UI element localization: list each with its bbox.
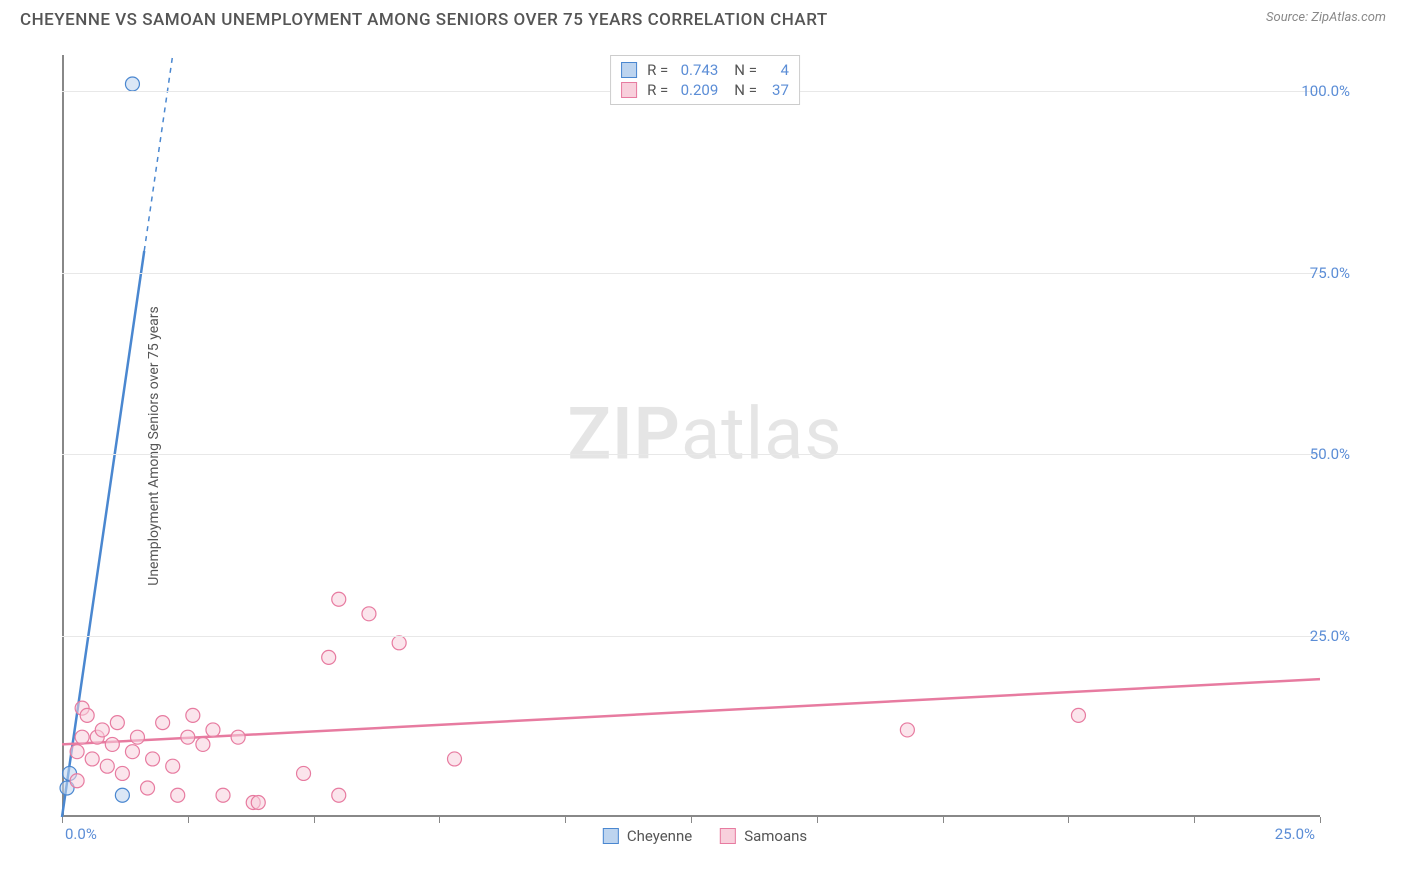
y-tick-label: 50.0% xyxy=(1310,445,1350,463)
legend-swatch xyxy=(621,62,637,78)
y-tick-label: 100.0% xyxy=(1301,82,1350,100)
data-point xyxy=(130,730,144,744)
data-point xyxy=(392,636,406,650)
x-tick xyxy=(691,817,692,823)
data-point xyxy=(146,752,160,766)
stat-n-value: 4 xyxy=(763,61,789,79)
data-point xyxy=(196,737,210,751)
chart-container: CHEYENNE VS SAMOAN UNEMPLOYMENT AMONG SE… xyxy=(0,0,1406,892)
data-point xyxy=(1071,708,1085,722)
stat-n-label: N = xyxy=(734,81,757,99)
x-tick xyxy=(565,817,566,823)
y-tick-label: 25.0% xyxy=(1310,627,1350,645)
data-point xyxy=(70,745,84,759)
x-tick xyxy=(62,817,63,823)
x-tick xyxy=(188,817,189,823)
series-legend: Cheyenne Samoans xyxy=(603,827,807,845)
data-point xyxy=(231,730,245,744)
plot-svg xyxy=(60,55,1350,845)
plot-area: ZIPatlas R =0.743N =4R =0.209N =37 25.0%… xyxy=(60,55,1350,845)
data-point xyxy=(80,708,94,722)
legend-swatch xyxy=(720,828,736,844)
chart-header: CHEYENNE VS SAMOAN UNEMPLOYMENT AMONG SE… xyxy=(0,0,1406,30)
data-point xyxy=(75,730,89,744)
data-point xyxy=(115,766,129,780)
x-tick xyxy=(817,817,818,823)
data-point xyxy=(125,745,139,759)
source-attribution: Source: ZipAtlas.com xyxy=(1266,10,1386,25)
legend-item: Cheyenne xyxy=(603,827,692,845)
legend-item: Samoans xyxy=(720,827,807,845)
stat-n-label: N = xyxy=(734,61,757,79)
data-point xyxy=(297,766,311,780)
legend-label: Samoans xyxy=(744,827,807,845)
data-point xyxy=(70,774,84,788)
data-point xyxy=(115,788,129,802)
trendline xyxy=(62,679,1320,744)
data-point xyxy=(125,77,139,91)
data-point xyxy=(171,788,185,802)
x-axis-origin-label: 0.0% xyxy=(65,825,97,843)
x-tick xyxy=(1320,817,1321,823)
stat-n-value: 37 xyxy=(763,81,789,99)
data-point xyxy=(362,607,376,621)
trendline-dashed xyxy=(144,55,172,251)
stat-r-label: R = xyxy=(647,61,668,79)
chart-title: CHEYENNE VS SAMOAN UNEMPLOYMENT AMONG SE… xyxy=(20,10,828,30)
data-point xyxy=(100,759,114,773)
data-point xyxy=(181,730,195,744)
data-point xyxy=(105,737,119,751)
data-point xyxy=(186,708,200,722)
stats-legend-row: R = 0.743 N = 4 xyxy=(621,60,789,80)
legend-label: Cheyenne xyxy=(627,827,692,845)
legend-swatch xyxy=(603,828,619,844)
x-tick xyxy=(1194,817,1195,823)
data-point xyxy=(900,723,914,737)
data-point xyxy=(332,788,346,802)
data-point xyxy=(156,716,170,730)
stat-r-value: 0.209 xyxy=(674,81,718,99)
y-tick-label: 75.0% xyxy=(1310,264,1350,282)
data-point xyxy=(447,752,461,766)
stat-r-label: R = xyxy=(647,81,668,99)
data-point xyxy=(85,752,99,766)
x-tick xyxy=(943,817,944,823)
x-tick xyxy=(314,817,315,823)
x-axis-max-label: 25.0% xyxy=(1275,825,1315,843)
data-point xyxy=(166,759,180,773)
gridline xyxy=(62,454,1320,455)
data-point xyxy=(141,781,155,795)
stat-r-value: 0.743 xyxy=(674,61,718,79)
data-point xyxy=(206,723,220,737)
gridline xyxy=(62,636,1320,637)
legend-swatch xyxy=(621,82,637,98)
data-point xyxy=(332,592,346,606)
gridline xyxy=(62,273,1320,274)
data-point xyxy=(95,723,109,737)
stats-legend-box: R = 0.743 N = 4 R = 0.209 N = 37 xyxy=(610,55,800,105)
data-point xyxy=(322,650,336,664)
data-point xyxy=(110,716,124,730)
x-tick xyxy=(439,817,440,823)
data-point xyxy=(251,795,265,809)
data-point xyxy=(216,788,230,802)
plot-canvas: 25.0% 50.0% 75.0% 100.0% xyxy=(60,55,1350,845)
x-tick xyxy=(1068,817,1069,823)
stats-legend-row: R = 0.209 N = 37 xyxy=(621,80,789,100)
